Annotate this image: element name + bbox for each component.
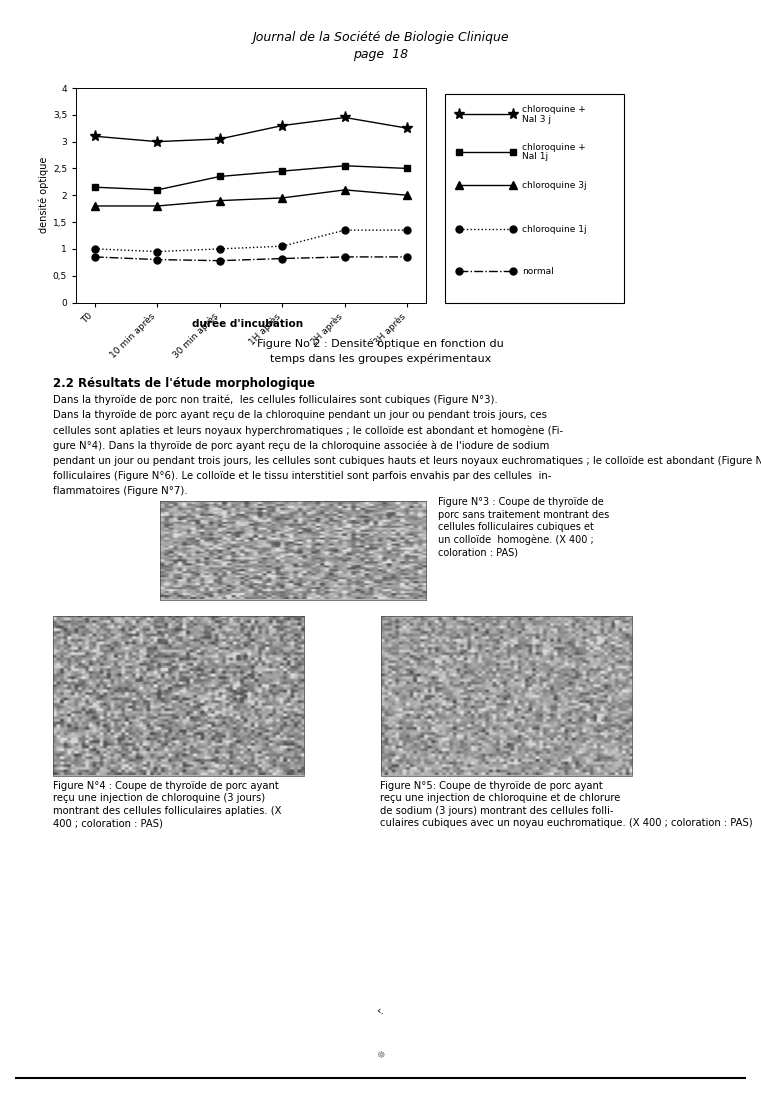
Text: normal: normal <box>522 266 554 276</box>
Text: page  18: page 18 <box>353 48 408 62</box>
Text: folliculaires (Figure N°6). Le colloïde et le tissu interstitiel sont parfois en: folliculaires (Figure N°6). Le colloïde … <box>53 471 552 481</box>
Y-axis label: densité optique: densité optique <box>38 157 49 233</box>
Text: gure N°4). Dans la thyroïde de porc ayant reçu de la chloroquine associée à de l: gure N°4). Dans la thyroïde de porc ayan… <box>53 440 549 451</box>
Text: flammatoires (Figure N°7).: flammatoires (Figure N°7). <box>53 486 188 496</box>
Text: Dans la thyroïde de porc non traité,  les cellules folliculaires sont cubiques (: Dans la thyroïde de porc non traité, les… <box>53 395 498 406</box>
Text: durée d'incubation: durée d'incubation <box>192 319 303 329</box>
Text: chloroquine +
NaI 3 j: chloroquine + NaI 3 j <box>522 104 586 124</box>
Text: temps dans les groupes expérimentaux: temps dans les groupes expérimentaux <box>270 353 491 364</box>
Text: Figure N°3 : Coupe de thyroïde de
porc sans traitement montrant des
cellules fol: Figure N°3 : Coupe de thyroïde de porc s… <box>438 497 609 558</box>
Text: chloroquine +
NaI 1j: chloroquine + NaI 1j <box>522 143 586 162</box>
Text: ‹.: ‹. <box>377 1006 384 1016</box>
Text: 2.2 Résultats de l'étude morphologique: 2.2 Résultats de l'étude morphologique <box>53 377 315 390</box>
Text: ☸: ☸ <box>376 1050 385 1060</box>
Text: chloroquine 1j: chloroquine 1j <box>522 224 587 234</box>
Text: Figure N°4 : Coupe de thyroïde de porc ayant
reçu une injection de chloroquine (: Figure N°4 : Coupe de thyroïde de porc a… <box>53 781 282 828</box>
Text: Dans la thyroïde de porc ayant reçu de la chloroquine pendant un jour ou pendant: Dans la thyroïde de porc ayant reçu de l… <box>53 410 547 420</box>
Text: chloroquine 3j: chloroquine 3j <box>522 182 587 190</box>
Text: cellules sont aplaties et leurs noyaux hyperchromatiques ; le colloïde est abond: cellules sont aplaties et leurs noyaux h… <box>53 426 563 436</box>
Text: pendant un jour ou pendant trois jours, les cellules sont cubiques hauts et leur: pendant un jour ou pendant trois jours, … <box>53 455 761 466</box>
Text: Figure N°5: Coupe de thyroïde de porc ayant
reçu une injection de chloroquine et: Figure N°5: Coupe de thyroïde de porc ay… <box>380 781 753 828</box>
Text: Figure No 2 : Densité optique en fonction du: Figure No 2 : Densité optique en fonctio… <box>257 339 504 350</box>
Text: Journal de la Société de Biologie Clinique: Journal de la Société de Biologie Cliniq… <box>252 31 509 44</box>
